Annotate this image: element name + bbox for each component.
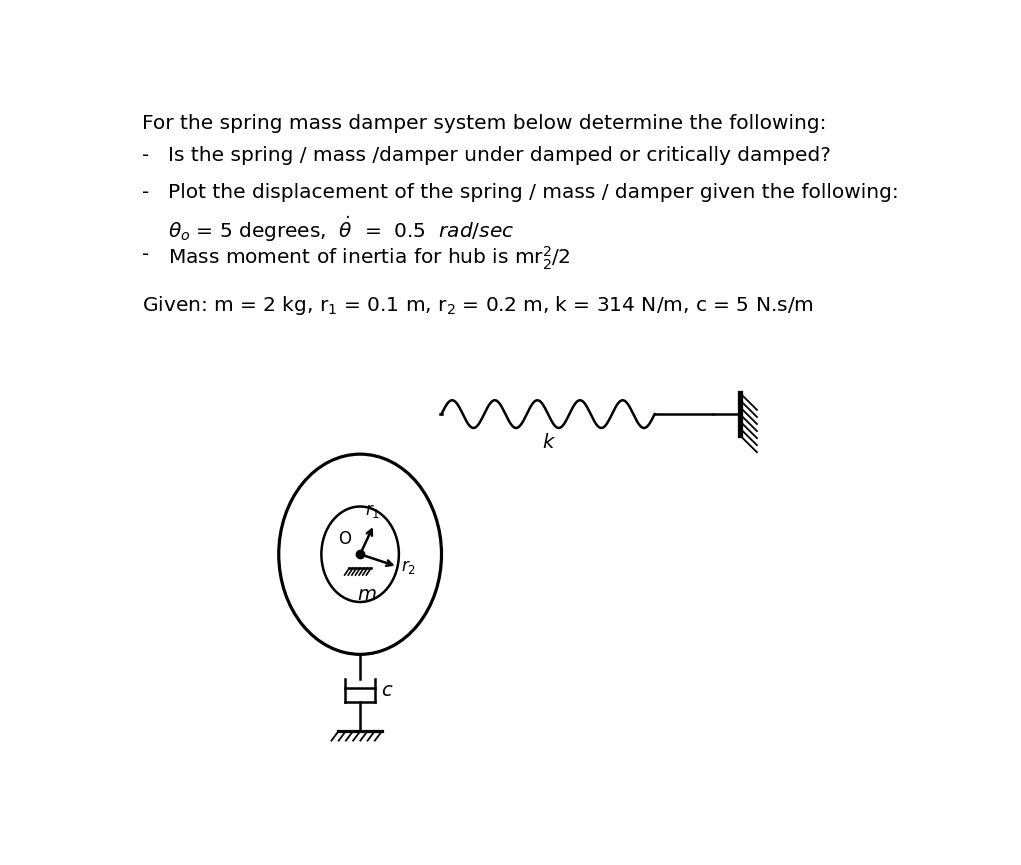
Text: -: -	[142, 146, 149, 165]
Text: $r_1$: $r_1$	[364, 502, 380, 520]
Text: -: -	[142, 183, 149, 202]
Text: Mass moment of inertia for hub is mr$_2^2$/2: Mass moment of inertia for hub is mr$_2^…	[167, 245, 571, 272]
Text: For the spring mass damper system below determine the following:: For the spring mass damper system below …	[142, 114, 826, 133]
Text: c: c	[381, 681, 392, 700]
Text: $\theta_o$ = 5 degrees,  $\dot{\theta}$  =  0.5  $\it{rad/sec}$: $\theta_o$ = 5 degrees, $\dot{\theta}$ =…	[167, 214, 515, 244]
Text: -: -	[142, 245, 149, 264]
Ellipse shape	[322, 507, 399, 602]
Text: k: k	[542, 433, 553, 452]
Text: m: m	[356, 585, 376, 604]
Text: Is the spring / mass /damper under damped or critically damped?: Is the spring / mass /damper under dampe…	[167, 146, 831, 165]
Text: Given: m = 2 kg, r$_1$ = 0.1 m, r$_2$ = 0.2 m, k = 314 N/m, c = 5 N.s/m: Given: m = 2 kg, r$_1$ = 0.1 m, r$_2$ = …	[142, 294, 814, 317]
Text: $r_2$: $r_2$	[400, 558, 416, 575]
Text: Plot the displacement of the spring / mass / damper given the following:: Plot the displacement of the spring / ma…	[167, 183, 898, 202]
Text: O: O	[338, 530, 351, 548]
